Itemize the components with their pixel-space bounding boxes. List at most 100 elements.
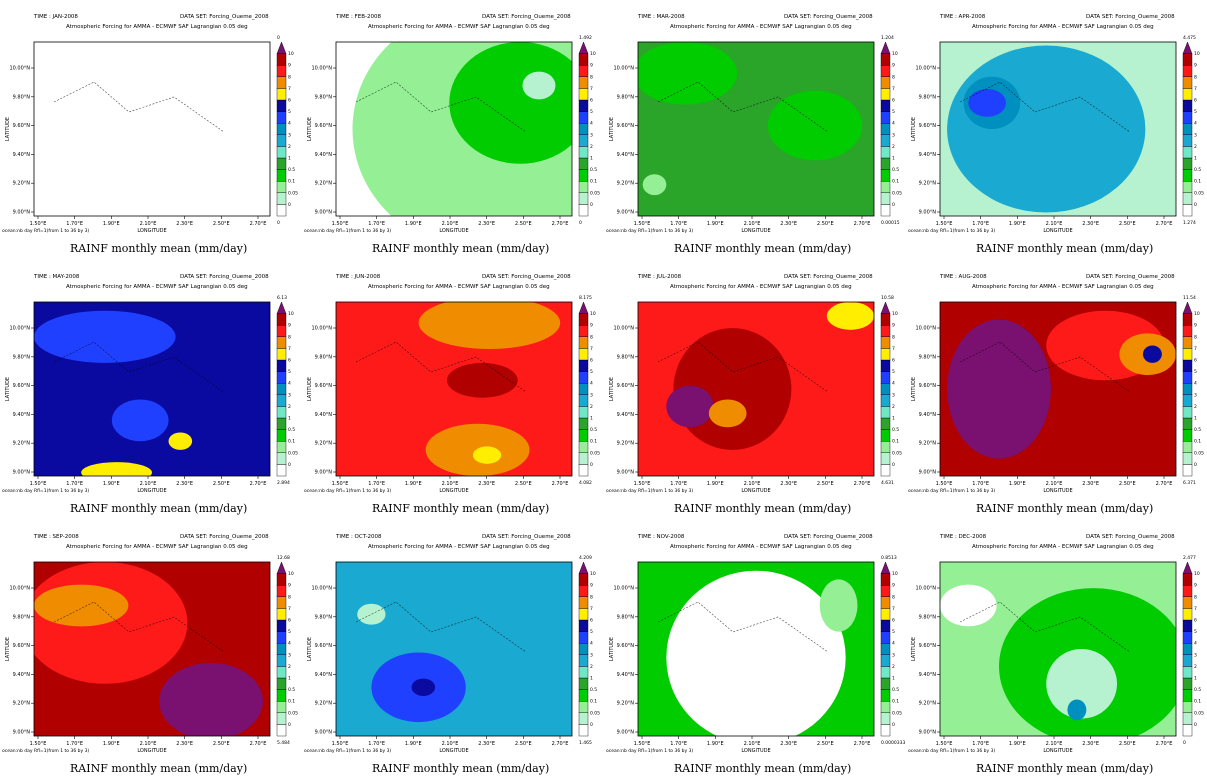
y-tick-label: 9.60°N bbox=[919, 383, 937, 389]
panel-time: TIME : SEP-2008 bbox=[34, 534, 79, 540]
colorbar-label: 10 bbox=[288, 51, 294, 57]
panel-7: TIME : JUL-2008 DATA SET: Forcing_Oueme_2… bbox=[604, 260, 906, 520]
contour-region bbox=[767, 90, 863, 161]
x-tick-label: 1.50°E bbox=[30, 741, 47, 747]
colorbar-cell bbox=[276, 88, 287, 101]
colorbar-label: 0.5 bbox=[288, 427, 295, 433]
y-tick-label: 9.20°N bbox=[315, 701, 333, 707]
footer-note: ocean:nb day Rfl=1(from 1 to 36 by 3) bbox=[606, 228, 693, 234]
x-tick-label: 1.70°E bbox=[670, 221, 687, 227]
colorbar-cell bbox=[880, 608, 891, 621]
y-tick-label: 10.00°N bbox=[613, 326, 634, 332]
colorbar-cell bbox=[578, 382, 589, 395]
x-tick-label: 2.50°E bbox=[515, 481, 532, 487]
x-tick-label: 1.70°E bbox=[368, 221, 385, 227]
colorbar-cell bbox=[276, 146, 287, 159]
colorbar-label: 1 bbox=[1194, 416, 1197, 422]
colorbar-cell bbox=[880, 394, 891, 407]
colorbar-label: 0 bbox=[288, 722, 291, 728]
y-axis-label: LATITUDE bbox=[307, 637, 313, 661]
colorbar-label: 0.05 bbox=[1194, 710, 1204, 716]
colorbar-label: 5 bbox=[892, 629, 895, 635]
x-tick-label: 1.70°E bbox=[972, 741, 989, 747]
colorbar-cell bbox=[578, 348, 589, 361]
colorbar-cell bbox=[276, 452, 287, 465]
y-tick-label: 9.40°N bbox=[617, 672, 635, 678]
colorbar-label: 0 bbox=[590, 202, 593, 208]
contour-region bbox=[1142, 345, 1162, 363]
colorbar-cell bbox=[880, 584, 891, 597]
colorbar-cell bbox=[578, 64, 589, 77]
panel-dataset: DATA SET: Forcing_Oueme_2008 bbox=[180, 534, 269, 540]
colorbar-label: 10 bbox=[590, 311, 596, 317]
colorbar-cell bbox=[276, 724, 287, 737]
colorbar-label: 9 bbox=[590, 63, 593, 69]
colorbar-label: 8 bbox=[590, 334, 593, 340]
colorbar-label: 2 bbox=[590, 664, 593, 670]
colorbar-cell bbox=[1182, 596, 1193, 609]
footer-note: ocean:nb day Rfl=1(from 1 to 36 by 3) bbox=[304, 228, 391, 234]
x-tick-label: 1.90°E bbox=[405, 481, 422, 487]
heatmap-field bbox=[940, 42, 1176, 216]
colorbar-cell bbox=[1182, 122, 1193, 135]
colorbar-label: 6 bbox=[892, 358, 895, 364]
y-tick-label: 9.80°N bbox=[315, 94, 333, 100]
x-axis-label: LONGITUDE bbox=[439, 228, 468, 234]
colorbar-cell bbox=[1182, 440, 1193, 453]
heatmap-field bbox=[34, 42, 270, 216]
heatmap-svg: 1.50°E 1.70°E 1.90°E 2.10°E 2.30°E 2.50°E 2.70… bbox=[606, 555, 905, 754]
colorbar-cell bbox=[578, 301, 589, 314]
colorbar-label: 7 bbox=[892, 86, 895, 92]
x-tick-label: 2.10°E bbox=[442, 481, 459, 487]
colorbar-cell bbox=[1182, 99, 1193, 112]
colorbar-label: 9 bbox=[1194, 63, 1197, 69]
y-tick-label: 9.20°N bbox=[315, 181, 333, 187]
x-tick-label: 2.70°E bbox=[250, 221, 267, 227]
colorbar-label: 5 bbox=[892, 369, 895, 375]
colorbar-label: 0.05 bbox=[892, 710, 902, 716]
x-axis-label: LONGITUDE bbox=[439, 748, 468, 754]
heatmap-svg: 1.50°E 1.70°E 1.90°E 2.10°E 2.30°E 2.50°E 2.70… bbox=[304, 555, 600, 754]
y-tick-label: 9.00°N bbox=[919, 730, 937, 736]
colorbar-label: 3 bbox=[892, 132, 895, 138]
colorbar-cell bbox=[578, 561, 589, 574]
x-tick-label: 2.30°E bbox=[478, 481, 495, 487]
colorbar-max: 0.8513 bbox=[881, 555, 897, 561]
y-axis-label: LATITUDE bbox=[911, 377, 917, 401]
colorbar-cell bbox=[880, 192, 891, 205]
colorbar-label: 3 bbox=[590, 392, 593, 398]
colorbar-label: 2 bbox=[1194, 664, 1197, 670]
colorbar-cell bbox=[276, 122, 287, 135]
colorbar-cell bbox=[578, 440, 589, 453]
plot-frame bbox=[33, 41, 271, 217]
y-tick-label: 9.40°N bbox=[617, 152, 635, 158]
colorbar-max: 11.54 bbox=[1183, 295, 1196, 301]
y-tick-label: 9.00°N bbox=[919, 470, 937, 476]
colorbar-label: 9 bbox=[1194, 323, 1197, 329]
colorbar-cell bbox=[578, 371, 589, 384]
colorbar-max: 1.204 bbox=[881, 35, 894, 41]
colorbar-max: 1.492 bbox=[579, 35, 592, 41]
y-tick-label: 10.00°N bbox=[311, 326, 332, 332]
colorbar-label: 2 bbox=[1194, 404, 1197, 410]
colorbar-cell bbox=[276, 134, 287, 147]
y-tick-label: 9.60°N bbox=[13, 643, 31, 649]
footer-note: ocean:nb day Rfl=1(from 1 to 36 by 3) bbox=[2, 228, 89, 234]
colorbar-label: 0.1 bbox=[288, 699, 295, 705]
x-tick-label: 1.70°E bbox=[368, 741, 385, 747]
x-tick-label: 2.10°E bbox=[442, 741, 459, 747]
y-tick-label: 10.00°N bbox=[9, 66, 30, 72]
colorbar-cell bbox=[1182, 371, 1193, 384]
colorbar-cell bbox=[1182, 406, 1193, 419]
heatmap-svg: 1.50°E 1.70°E 1.90°E 2.10°E 2.30°E 2.50°E 2.70… bbox=[908, 295, 1204, 494]
x-tick-label: 1.90°E bbox=[103, 221, 120, 227]
panel-12: TIME : DEC-2008 DATA SET: Forcing_Oueme_2… bbox=[906, 520, 1207, 780]
y-tick-label: 9.60°N bbox=[315, 383, 333, 389]
colorbar-cell bbox=[578, 394, 589, 407]
contour-region bbox=[81, 462, 152, 476]
panel-time: TIME : NOV-2008 bbox=[638, 534, 685, 540]
colorbar-cell bbox=[276, 382, 287, 395]
plot-frame bbox=[33, 301, 271, 477]
x-tick-label: 2.70°E bbox=[854, 741, 871, 747]
colorbar-label: 0 bbox=[892, 202, 895, 208]
